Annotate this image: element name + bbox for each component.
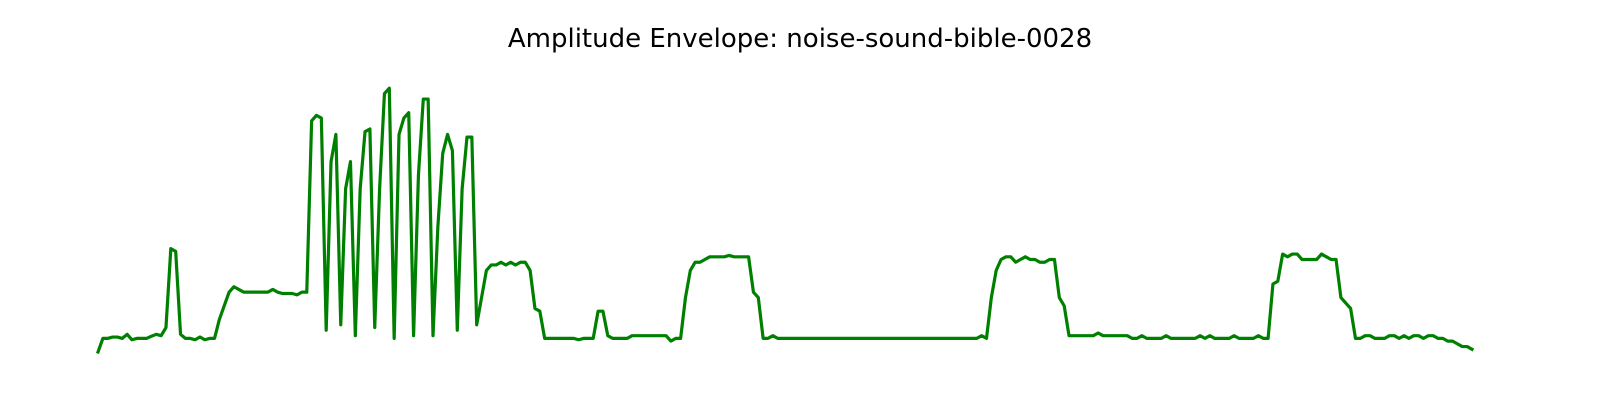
envelope-series-line-0 [95,86,1475,355]
series-layer [95,86,1475,355]
chart-title: Amplitude Envelope: noise-sound-bible-00… [507,24,1093,54]
